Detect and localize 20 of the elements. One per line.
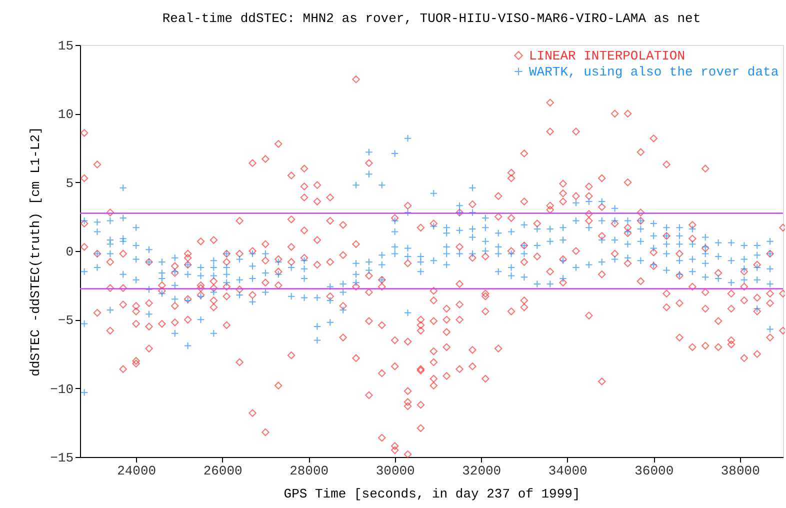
x-tick-label: 24000: [117, 464, 156, 478]
y-tick-label: 15: [58, 38, 74, 54]
y-tick-label: −5: [58, 313, 74, 328]
y-tick-label: 10: [58, 107, 74, 122]
x-tick-label: 32000: [462, 464, 502, 478]
x-axis-title: GPS Time [seconds, in day 237 of 1999]: [284, 486, 580, 502]
x-tick-label: 28000: [290, 464, 329, 478]
legend-label: WARTK, using also the rover data: [529, 64, 779, 80]
x-tick-label: 34000: [548, 464, 588, 478]
y-tick-label: −10: [50, 382, 74, 397]
x-tick-label: 26000: [203, 464, 242, 478]
legend-label: LINEAR INTERPOLATION: [529, 48, 686, 64]
x-tick-label: 38000: [720, 464, 760, 478]
y-tick-label: 0: [66, 244, 74, 260]
x-tick-label: 36000: [634, 464, 674, 478]
y-tick-label: 5: [66, 176, 74, 191]
chart-title: Real-time ddSTEC: MHN2 as rover, TUOR-HIIU-VISO-MAR6-VIRO-LAMA as net: [162, 11, 701, 26]
x-tick-label: 30000: [376, 464, 415, 478]
y-axis-title: ddSTEC -ddSTEC(truth) [cm L1-L2]: [28, 126, 44, 376]
y-tick-label: −15: [50, 450, 74, 466]
